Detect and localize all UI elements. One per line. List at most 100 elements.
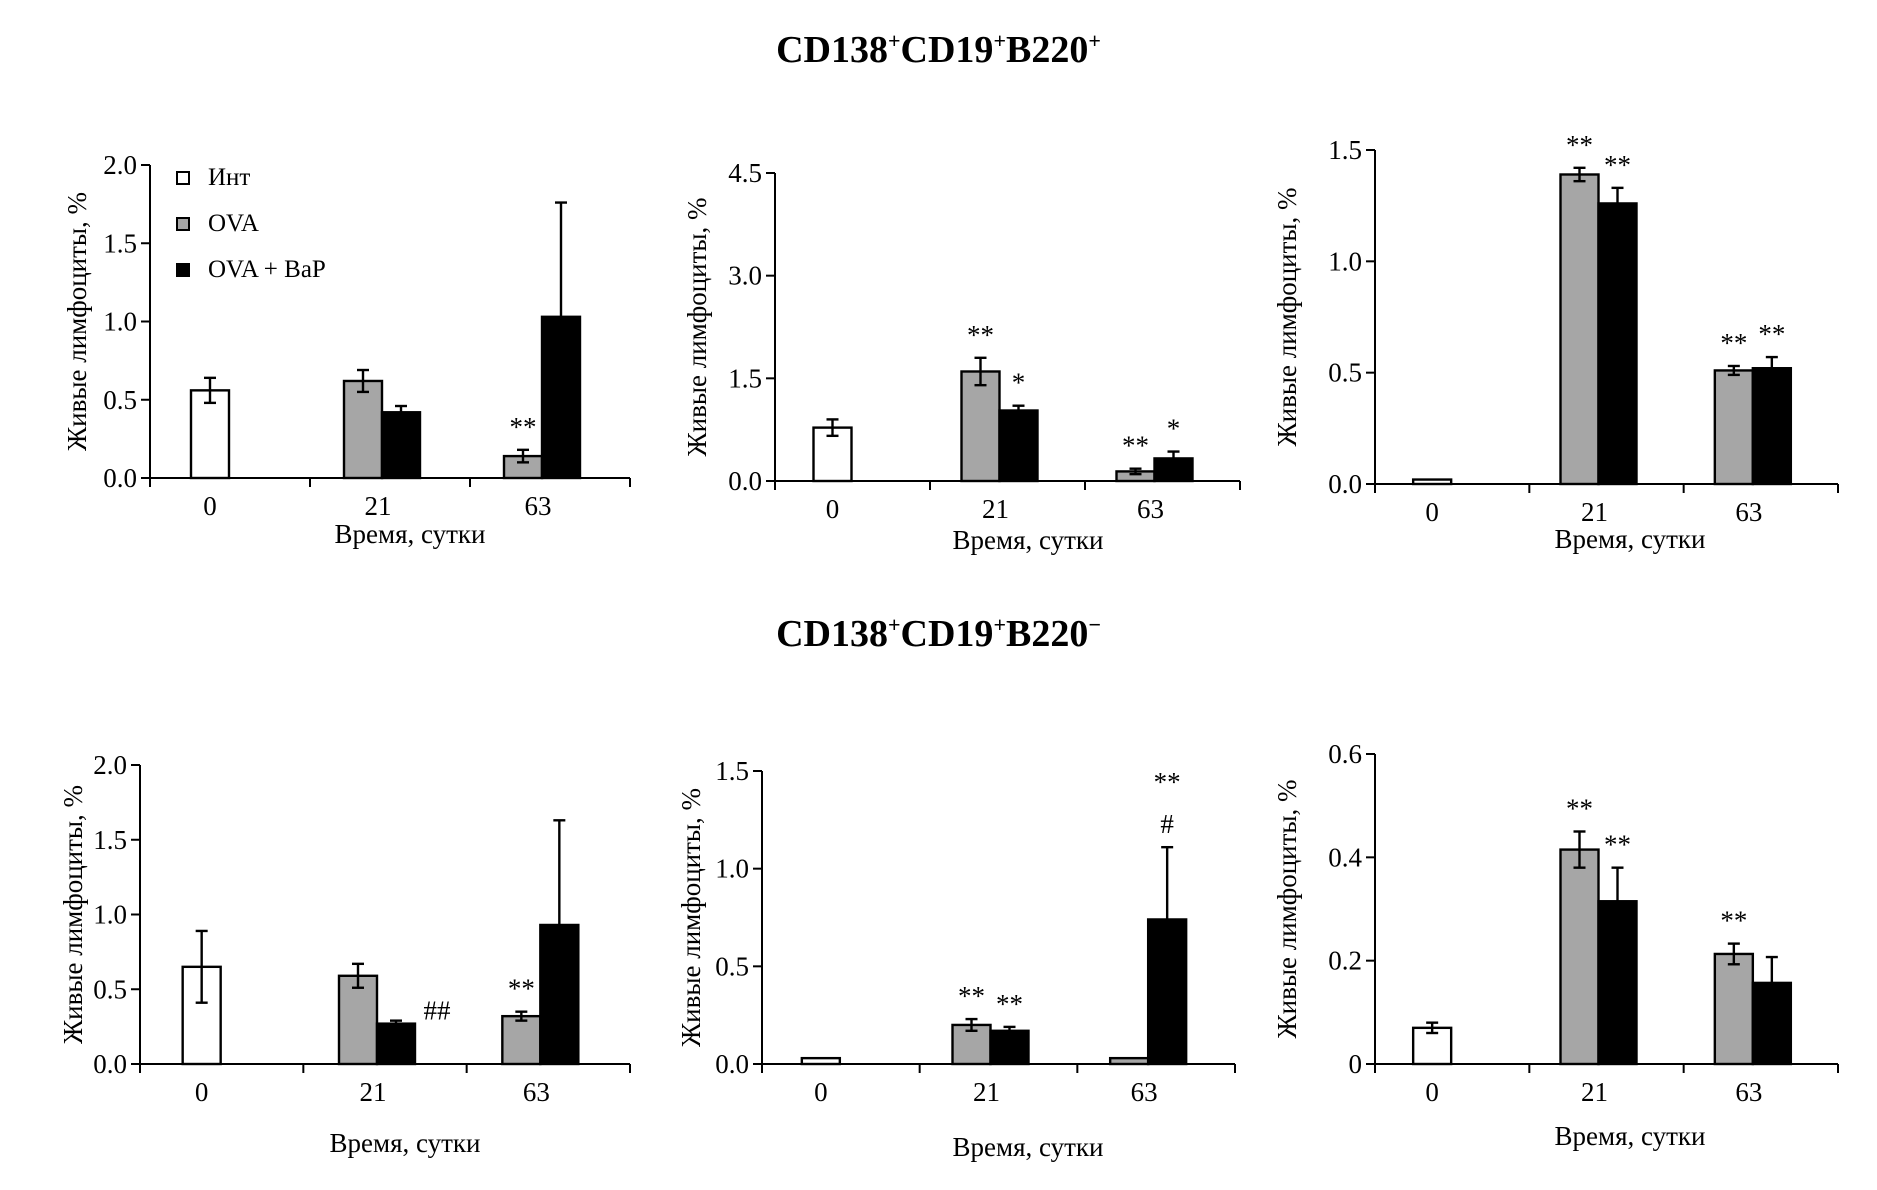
x-tick-label: 0 xyxy=(1425,1077,1439,1107)
legend-label-ova-bap: OVA + BaP xyxy=(208,256,326,283)
bar-ova xyxy=(342,379,384,480)
bar-ova-bap xyxy=(1597,202,1638,486)
x-tick-label: 0 xyxy=(826,494,840,524)
significance-label: # xyxy=(1160,809,1174,839)
significance-label: ** xyxy=(958,981,985,1011)
x-tick-label: 63 xyxy=(525,491,552,521)
significance-label: ** xyxy=(508,974,535,1004)
title-top-b220: B220 xyxy=(1005,29,1089,71)
y-tick-label: 1.0 xyxy=(715,854,749,884)
x-tick-label: 0 xyxy=(195,1077,209,1107)
x-tick-label: 21 xyxy=(365,491,392,521)
y-axis-title: Живые лимфоциты, % xyxy=(682,197,712,456)
bar-int xyxy=(1411,478,1453,486)
x-axis-title: Время, сутки xyxy=(1555,524,1706,554)
title-bottom-cd19: CD19 xyxy=(900,613,994,655)
bar-ova xyxy=(501,1014,542,1066)
y-axis-title: Живые лимфоциты, % xyxy=(1272,779,1302,1038)
legend-label-int: Инт xyxy=(208,164,251,191)
y-tick-label: 1.0 xyxy=(103,307,137,337)
title-bottom-b220: B220 xyxy=(1005,613,1089,655)
significance-label: ** xyxy=(1566,130,1593,160)
title-bottom-cd138: CD138 xyxy=(776,613,888,655)
chart-top-2: 0.0 1.5 3.0 4.5 0 21 63 Время, сутки Живые лимфо… xyxy=(682,158,1241,555)
title-top-sup2: + xyxy=(993,28,1006,53)
x-axis-title: Время, сутки xyxy=(330,1128,481,1158)
section-title-top: CD138+CD19+B220+ xyxy=(0,28,1877,72)
bar-ova xyxy=(1559,173,1600,486)
y-tick-label: 0 xyxy=(1349,1049,1363,1079)
bar-ova-bap xyxy=(375,1022,417,1066)
y-tick-label: 1.5 xyxy=(728,363,762,393)
x-tick-label: 0 xyxy=(203,491,217,521)
y-axis-title: Живые лимфоциты, % xyxy=(62,192,92,451)
legend-swatch-int xyxy=(176,171,190,185)
bar-ova-bap xyxy=(989,1029,1030,1066)
chart-top-3: 0.0 0.5 1.0 1.5 0 21 63 Время, сутки Живые лимфо… xyxy=(1272,130,1839,554)
significance-label: * xyxy=(1012,368,1026,398)
chart-bottom-1: 0.0 0.5 1.0 1.5 2.0 0 21 63 Время, сутки Живые ли… xyxy=(58,750,631,1158)
x-tick-label: 21 xyxy=(1581,1077,1608,1107)
x-tick-label: 63 xyxy=(1131,1077,1158,1107)
significance-label: ** xyxy=(1758,319,1785,349)
bar-int xyxy=(189,389,231,480)
y-tick-label: 0.5 xyxy=(1328,358,1362,388)
significance-label: ** xyxy=(1604,830,1631,860)
bar-ova-bap xyxy=(380,411,422,480)
y-tick-label: 0.6 xyxy=(1328,739,1362,769)
x-tick-label: 21 xyxy=(360,1077,387,1107)
y-tick-label: 2.0 xyxy=(103,150,137,180)
chart-bottom-2: 0.0 0.5 1.0 1.5 0 21 63 Время, сутки Живые лимфо… xyxy=(676,756,1236,1162)
y-tick-label: 4.5 xyxy=(728,158,762,188)
legend-swatch-ova-bap xyxy=(176,263,190,277)
bar-ova xyxy=(1713,369,1755,486)
title-top-sup3: + xyxy=(1088,28,1101,53)
section-title-bottom: CD138+CD19+B220− xyxy=(0,612,1877,656)
title-bottom-sup3: − xyxy=(1088,612,1101,637)
chart-bottom-3: 0 0.2 0.4 0.6 0 21 63 Время, сутки Живые лимфоци… xyxy=(1272,739,1839,1151)
x-axis-title: Время, сутки xyxy=(953,525,1104,555)
bar-int xyxy=(800,1056,842,1066)
y-tick-label: 0.5 xyxy=(93,974,127,1004)
y-tick-label: 1.5 xyxy=(715,756,749,786)
x-axis-title: Время, сутки xyxy=(1555,1121,1706,1151)
bar-ova xyxy=(1559,848,1600,1066)
y-tick-label: 0.5 xyxy=(715,951,749,981)
bar-ova xyxy=(1108,1056,1150,1066)
legend-label-ova: OVA xyxy=(208,210,259,237)
x-tick-label: 63 xyxy=(1735,1077,1762,1107)
bar-ova xyxy=(1713,952,1755,1066)
y-tick-label: 0.4 xyxy=(1328,842,1362,872)
y-tick-label: 1.5 xyxy=(103,228,137,258)
significance-label: ** xyxy=(1154,767,1181,797)
x-tick-label: 63 xyxy=(523,1077,550,1107)
bar-ova-bap xyxy=(998,409,1039,483)
y-tick-label: 0.0 xyxy=(93,1049,127,1079)
y-tick-label: 0.0 xyxy=(715,1049,749,1079)
significance-label: * xyxy=(1167,414,1181,444)
title-bottom-sup1: + xyxy=(888,612,901,637)
y-tick-label: 3.0 xyxy=(728,261,762,291)
significance-label: ** xyxy=(1566,794,1593,824)
y-tick-label: 1.5 xyxy=(93,825,127,855)
x-tick-label: 21 xyxy=(1581,497,1608,527)
significance-label: ## xyxy=(424,996,452,1026)
y-tick-label: 1.0 xyxy=(1328,246,1362,276)
x-tick-label: 0 xyxy=(1425,497,1439,527)
bar-ova xyxy=(960,370,1001,483)
significance-label: ** xyxy=(1720,328,1747,358)
y-axis-title: Живые лимфоциты, % xyxy=(1272,187,1302,446)
significance-label: ** xyxy=(967,320,994,350)
bar-ova-bap xyxy=(1751,367,1793,486)
significance-label: ** xyxy=(510,412,537,442)
x-axis-title: Время, сутки xyxy=(953,1132,1104,1162)
x-tick-label: 21 xyxy=(973,1077,1000,1107)
y-axis-title: Живые лимфоциты, % xyxy=(58,785,88,1044)
y-tick-label: 0.0 xyxy=(1328,469,1362,499)
chart-top-1: 0.0 0.5 1.0 1.5 2.0 0 21 63 Время, сутки Живые ли… xyxy=(62,150,631,549)
y-tick-label: 0.0 xyxy=(728,466,762,496)
legend-item-int: Инт xyxy=(176,155,326,201)
y-tick-label: 2.0 xyxy=(93,750,127,780)
legend-item-ova: OVA xyxy=(176,201,326,247)
x-tick-label: 63 xyxy=(1735,497,1762,527)
